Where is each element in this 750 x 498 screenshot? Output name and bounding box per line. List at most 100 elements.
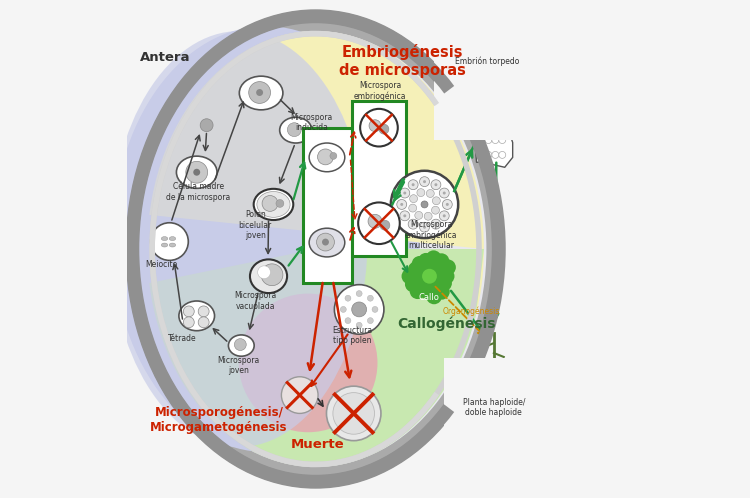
Text: Callo: Callo [418, 293, 439, 302]
Circle shape [410, 283, 425, 299]
Circle shape [419, 177, 430, 187]
Circle shape [400, 203, 404, 206]
Circle shape [198, 306, 209, 317]
Circle shape [433, 197, 440, 205]
Circle shape [478, 136, 485, 143]
Circle shape [405, 276, 421, 292]
Text: Muerte: Muerte [291, 438, 345, 451]
Circle shape [419, 222, 430, 232]
Text: Meiocito: Meiocito [145, 260, 177, 269]
Circle shape [317, 149, 334, 165]
Circle shape [433, 253, 449, 269]
Polygon shape [149, 249, 484, 467]
Ellipse shape [132, 16, 499, 482]
Circle shape [380, 220, 390, 230]
Bar [434, 0, 533, 140]
Text: Embrión torpedo: Embrión torpedo [454, 56, 519, 66]
Circle shape [478, 122, 485, 128]
Polygon shape [149, 31, 484, 316]
Circle shape [492, 151, 499, 158]
Circle shape [183, 306, 194, 317]
Ellipse shape [161, 237, 168, 241]
Circle shape [261, 264, 283, 286]
Circle shape [194, 169, 200, 176]
Circle shape [485, 107, 492, 114]
Circle shape [322, 239, 329, 246]
Circle shape [356, 291, 362, 296]
Circle shape [426, 190, 434, 197]
Circle shape [356, 322, 362, 328]
Circle shape [410, 195, 418, 203]
Polygon shape [473, 68, 514, 167]
Circle shape [352, 302, 367, 317]
Circle shape [485, 136, 492, 143]
Circle shape [409, 204, 417, 212]
Circle shape [368, 318, 374, 324]
Circle shape [198, 317, 209, 328]
FancyBboxPatch shape [352, 101, 406, 256]
Circle shape [368, 214, 382, 228]
Circle shape [412, 256, 428, 272]
Circle shape [412, 223, 415, 226]
Circle shape [431, 219, 441, 229]
Ellipse shape [179, 301, 214, 331]
Circle shape [379, 124, 388, 134]
Ellipse shape [170, 243, 176, 247]
Circle shape [183, 317, 194, 328]
Circle shape [446, 203, 448, 206]
Circle shape [287, 123, 302, 136]
Circle shape [499, 136, 506, 143]
Ellipse shape [176, 156, 217, 188]
Circle shape [499, 107, 506, 114]
Circle shape [333, 392, 374, 434]
Text: Organogénesis: Organogénesis [443, 306, 500, 316]
Circle shape [360, 109, 398, 146]
Circle shape [434, 183, 437, 186]
Ellipse shape [110, 31, 368, 447]
Circle shape [499, 151, 506, 158]
Circle shape [417, 189, 424, 197]
Text: Polen
bicelular
joven: Polen bicelular joven [238, 210, 272, 240]
Circle shape [440, 259, 456, 275]
Circle shape [419, 283, 434, 299]
Circle shape [340, 306, 346, 312]
Circle shape [412, 183, 415, 186]
Circle shape [358, 203, 400, 244]
Text: Tétrade: Tétrade [167, 334, 196, 343]
Circle shape [409, 255, 450, 297]
Text: Célula madre
de la microspora: Célula madre de la microspora [166, 182, 230, 202]
Circle shape [492, 122, 499, 128]
Circle shape [404, 214, 406, 217]
Circle shape [439, 268, 454, 284]
Circle shape [478, 77, 485, 84]
Circle shape [345, 318, 351, 324]
Ellipse shape [112, 26, 419, 452]
Circle shape [492, 136, 499, 143]
Ellipse shape [250, 259, 287, 293]
Circle shape [423, 180, 426, 183]
Circle shape [256, 89, 263, 96]
Bar [444, 358, 524, 477]
Circle shape [478, 151, 485, 158]
Ellipse shape [170, 237, 176, 241]
Circle shape [276, 200, 284, 207]
Circle shape [499, 92, 506, 99]
Text: Microspora
joven: Microspora joven [217, 356, 260, 375]
Circle shape [431, 206, 439, 214]
Circle shape [345, 295, 351, 301]
Circle shape [499, 122, 506, 128]
Circle shape [415, 212, 423, 219]
Circle shape [249, 82, 271, 104]
Circle shape [408, 262, 424, 277]
Circle shape [330, 152, 337, 159]
Text: Planta haploide/
doble haploide: Planta haploide/ doble haploide [463, 398, 525, 417]
Circle shape [401, 268, 418, 284]
Circle shape [262, 196, 278, 211]
Text: Microspora
inducida: Microspora inducida [290, 113, 333, 132]
Circle shape [400, 211, 410, 221]
Circle shape [421, 201, 428, 208]
Circle shape [492, 77, 499, 84]
Text: Callogénesis: Callogénesis [398, 316, 496, 331]
Text: Antera: Antera [140, 51, 190, 64]
Circle shape [326, 386, 381, 441]
